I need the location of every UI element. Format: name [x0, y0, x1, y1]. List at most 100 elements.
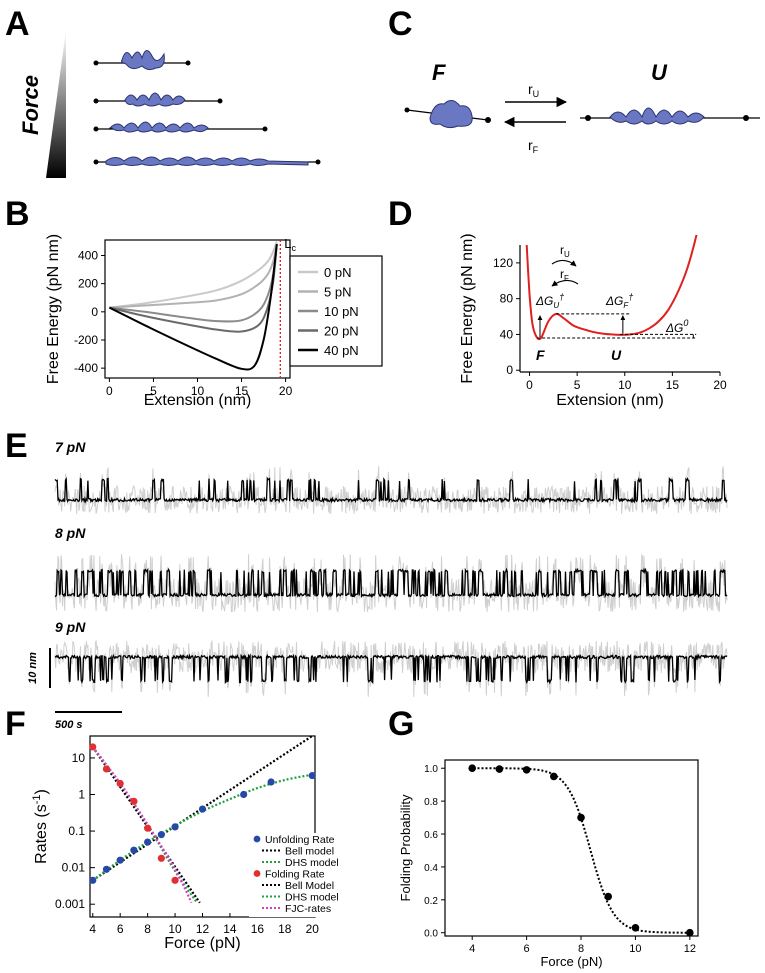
chart-g-xlabel: Force (pN): [540, 954, 602, 969]
folding-rate-point: [116, 779, 124, 788]
chart-g-ytick-label: 1.0: [424, 764, 438, 775]
chart-f-ytick-label: 0.001: [55, 897, 85, 911]
rf-label: rF: [560, 267, 569, 283]
chart-b-xtick-label: 0: [106, 384, 113, 398]
chart-f-legend-label: Folding Rate: [265, 869, 325, 881]
chart-f-legend-label: Bell Model: [285, 880, 334, 892]
rate-fold-label: rF: [528, 137, 539, 155]
folding-rate-point: [144, 824, 152, 832]
chart-b-xlabel: Extension (nm): [144, 392, 252, 409]
chart-d-xtick-label: 15: [666, 378, 680, 392]
well-u-label: U: [611, 347, 622, 363]
chart-b-xtick-label: 5: [150, 384, 157, 398]
chart-f-ylabel: Rates (s-1): [31, 789, 50, 864]
chart-f-xtick-label: 8: [144, 922, 151, 936]
unfolding-rate-point: [130, 846, 138, 854]
chart-b-ytick-label: -200: [74, 333, 98, 347]
protein-stretch-1: [93, 92, 223, 107]
trace-filtered-1: [54, 567, 728, 599]
chart-g-frame: [444, 759, 699, 937]
chart-b-series-2: [109, 244, 278, 323]
panel-a: Force: [18, 30, 321, 178]
dgu-label: ΔGU†: [535, 292, 564, 310]
state-u-label: U: [651, 60, 668, 85]
chart-g-ylabel: Folding Probability: [398, 794, 413, 901]
dg0-label: ΔG0: [665, 318, 688, 335]
chart-g-xtick-label: 12: [684, 943, 696, 955]
chart-b: 0 5 10 15 20 400 200 0 -200 -400 Extension (nm) Fre…: [45, 234, 297, 409]
panel-label-e: E: [5, 427, 28, 465]
scale-bar-x-label: 500 s: [55, 719, 83, 731]
legend-b-label: 0 pN: [324, 265, 351, 280]
protein-folded-a: [93, 50, 191, 71]
force-gradient-wedge: [46, 30, 66, 178]
chart-f-legend-label: FJC-rates: [285, 903, 331, 915]
unfolding-rate-point: [240, 790, 248, 799]
chart-d-xtick-label: 5: [574, 378, 581, 392]
chart-f-xtick-label: 20: [306, 922, 320, 936]
chart-f-ytick-label: 1: [78, 788, 85, 802]
unfolding-rate-point: [144, 838, 152, 846]
panel-label-a: A: [5, 5, 30, 43]
trace-label-1: 8 pN: [55, 525, 86, 541]
energy-landscape-curve: [525, 235, 698, 341]
chart-f-legend-marker: [253, 870, 261, 877]
chart-f-legend-label: Bell model: [285, 846, 334, 858]
chart-b-ylabel: Free Energy (pN nm): [45, 234, 62, 384]
chart-b-series-1: [109, 243, 278, 309]
chart-f-ytick-label: 0.1: [68, 824, 85, 838]
chart-f-xtick-label: 12: [196, 922, 210, 936]
chart-f-legend-bg: [249, 833, 371, 917]
unfolding-rate-point: [267, 778, 275, 786]
folding-probability-point: [631, 923, 640, 932]
chart-d-ytick-label: 80: [500, 292, 514, 306]
chart-d-xlabel: Extension (nm): [556, 392, 664, 409]
chart-b-ytick-label: 200: [78, 277, 98, 291]
well-f-label: F: [536, 347, 545, 363]
trace-filtered-0: [54, 476, 728, 504]
folding-probability-point: [686, 928, 694, 937]
legend-b-label: 20 pN: [324, 324, 359, 339]
chart-d: 0 5 10 15 20 0 40 80 120 Extension (nm) Free Energ…: [459, 233, 727, 409]
chart-d-ytick-label: 0: [506, 363, 513, 377]
chart-d-ylabel: Free Energy (pN nm): [459, 233, 476, 383]
chart-g-ytick-label: 0.8: [424, 797, 438, 808]
dgf-label: ΔGF†: [605, 292, 633, 310]
protein-u-state: [580, 107, 760, 125]
contour-length-label: Lc: [284, 236, 296, 253]
protein-stretch-2: [93, 121, 268, 133]
panel-label-b: B: [5, 195, 30, 233]
folding-rate-point: [171, 876, 179, 884]
bell-folding-line: [91, 746, 201, 904]
chart-f-xtick-label: 4: [89, 922, 96, 936]
chart-g-ytick-label: 0.6: [424, 830, 438, 841]
rf-curve-arrow: [551, 279, 579, 287]
chart-d-xtick-label: 20: [713, 378, 727, 392]
chart-g-xtick-label: 6: [524, 943, 530, 955]
folding-probability-point: [604, 892, 613, 901]
chart-d-xtick-label: 10: [618, 378, 632, 392]
panel-c: F U rU rF: [404, 60, 760, 155]
legend-b-label: 10 pN: [324, 304, 359, 319]
chart-b-frame: [104, 239, 291, 379]
chart-f-legend-label: DHS model: [285, 892, 339, 904]
ru-label: rU: [560, 243, 570, 259]
chart-b-xtick-label: 15: [235, 384, 249, 398]
panel-label-d: D: [388, 195, 413, 233]
unfolding-rate-point: [171, 823, 179, 831]
panel-label-g: G: [388, 705, 414, 743]
chart-f-ytick-label: 0.01: [62, 861, 86, 875]
trace-filtered-2: [54, 653, 728, 685]
panel-e-traces: 7 pN 8 pN 9 pN 10 nm 500 s: [27, 439, 728, 731]
chart-g-ytick-label: 0.0: [424, 929, 438, 940]
chart-f-legend-label: Unfolding Rate: [265, 834, 335, 846]
chart-g-ytick-label: 0.2: [424, 896, 438, 907]
chart-b-xtick-label: 20: [279, 384, 293, 398]
unfolding-rate-point: [198, 805, 207, 813]
legend-b-label: 40 pN: [324, 343, 359, 358]
unfolding-rate-point: [89, 876, 97, 884]
trace-label-2: 9 pN: [55, 619, 86, 635]
chart-f-xtick-label: 18: [278, 922, 292, 936]
folding-probability-fit: [469, 767, 693, 934]
